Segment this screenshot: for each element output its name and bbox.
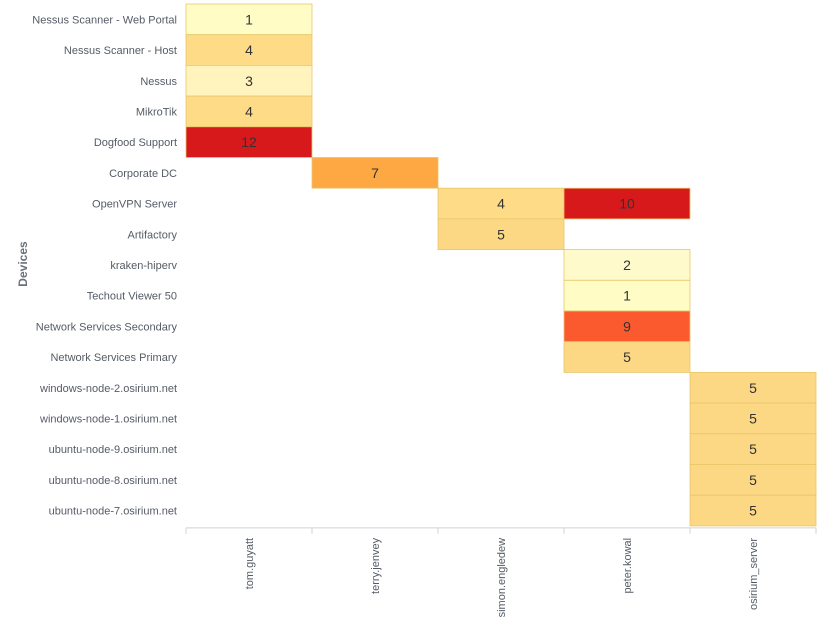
heatmap-cell-value: 5 (749, 472, 757, 488)
heatmap-cell-value: 7 (371, 165, 379, 181)
heatmap-cell-tom-guyatt-mikrotik (185, 95, 313, 128)
x-axis: tom.guyatt terry.jenvey simon.engledew pete… (185, 527, 817, 618)
heatmap-cell-osirium-server-ubuntu-node-8-osirium-net (689, 464, 817, 496)
heatmap-cell-tom-guyatt-dogfood-support (185, 126, 313, 158)
y-tick-label: Nessus Scanner - Web Portal (32, 14, 177, 26)
heatmap-cell-value: 4 (497, 196, 505, 212)
y-tick-label: Artifactory (127, 229, 177, 241)
heatmap-cell-value: 3 (245, 73, 253, 89)
y-tick-label: ubuntu-node-7.osirium.net (49, 506, 177, 518)
heatmap-cell-tom-guyatt-nessus (185, 65, 313, 97)
y-axis-labels: Nessus Scanner - Web Portal Nessus Scanne… (32, 14, 177, 517)
heatmap-cell-value: 5 (623, 349, 631, 365)
y-tick-label: Network Services Secondary (36, 321, 178, 333)
heatmap-cell-simon-engledew-artifactory (437, 218, 565, 250)
y-tick-label: OpenVPN Server (92, 199, 177, 211)
y-tick-label: Dogfood Support (94, 137, 177, 149)
y-tick-label: ubuntu-node-8.osirium.net (49, 475, 177, 487)
heatmap-cell-terry-jenvey-corporate-dc (311, 157, 439, 189)
heatmap-cell-peter-kowal-openvpn-server (563, 187, 691, 220)
heatmap-cell-osirium-server-windows-node-2-osirium-net (689, 371, 817, 404)
heatmap-cell-value: 4 (245, 103, 253, 119)
y-tick-label: windows-node-1.osirium.net (39, 413, 177, 425)
heatmap-cell-value: 1 (245, 11, 253, 27)
y-tick-label: ubuntu-node-9.osirium.net (49, 444, 177, 456)
y-tick-label: Corporate DC (109, 168, 177, 180)
y-tick-label: MikroTik (136, 106, 178, 118)
y-tick-label: Nessus Scanner - Host (64, 45, 177, 57)
heatmap-cell-value: 12 (241, 134, 257, 150)
heatmap-cell-peter-kowal-network-services-secondary (563, 310, 691, 343)
y-tick-label: Network Services Primary (50, 352, 177, 364)
heatmap-cell-value: 5 (749, 410, 757, 426)
heatmap-cell-peter-kowal-network-services-primary (563, 341, 691, 373)
heatmap-cell-value: 5 (749, 380, 757, 396)
x-tick-label: terry.jenvey (370, 537, 382, 594)
heatmap-cell-tom-guyatt-nessus-scanner-web-portal (185, 3, 313, 36)
heatmap-cell-tom-guyatt-nessus-scanner-host (185, 34, 313, 66)
heatmap-cell-value: 5 (749, 441, 757, 457)
heatmap-cell-value: 10 (619, 196, 635, 212)
heatmap-cell-value: 9 (623, 318, 631, 334)
x-tick-label: peter.kowal (622, 538, 634, 594)
y-tick-label: Nessus (140, 76, 177, 88)
heatmap-cell-osirium-server-ubuntu-node-7-osirium-net (689, 494, 817, 527)
heatmap-cell-peter-kowal-kraken-hiperv (563, 249, 691, 281)
y-tick-label: windows-node-2.osirium.net (39, 383, 177, 395)
y-tick-label: Techout Viewer 50 (87, 291, 177, 303)
heatmap-cell-osirium-server-ubuntu-node-9-osirium-net (689, 433, 817, 465)
cells-layer: 1 4 3 4 12 7 4 10 5 2 1 9 5 5 5 5 5 5 (185, 3, 817, 527)
heatmap-cell-value: 5 (749, 503, 757, 519)
y-tick-label: kraken-hiperv (110, 260, 177, 272)
heatmap-cell-peter-kowal-techout-viewer-50 (563, 279, 691, 312)
heatmap-cell-value: 4 (245, 42, 253, 58)
heatmap-cell-value: 1 (623, 288, 631, 304)
x-tick-label: tom.guyatt (244, 538, 256, 589)
heatmap-cell-value: 2 (623, 257, 631, 273)
y-axis-title: Devices (16, 241, 30, 287)
x-tick-label: osirium_server (748, 538, 760, 610)
x-tick-label: simon.engledew (496, 538, 508, 618)
heatmap-cell-value: 5 (497, 226, 505, 242)
